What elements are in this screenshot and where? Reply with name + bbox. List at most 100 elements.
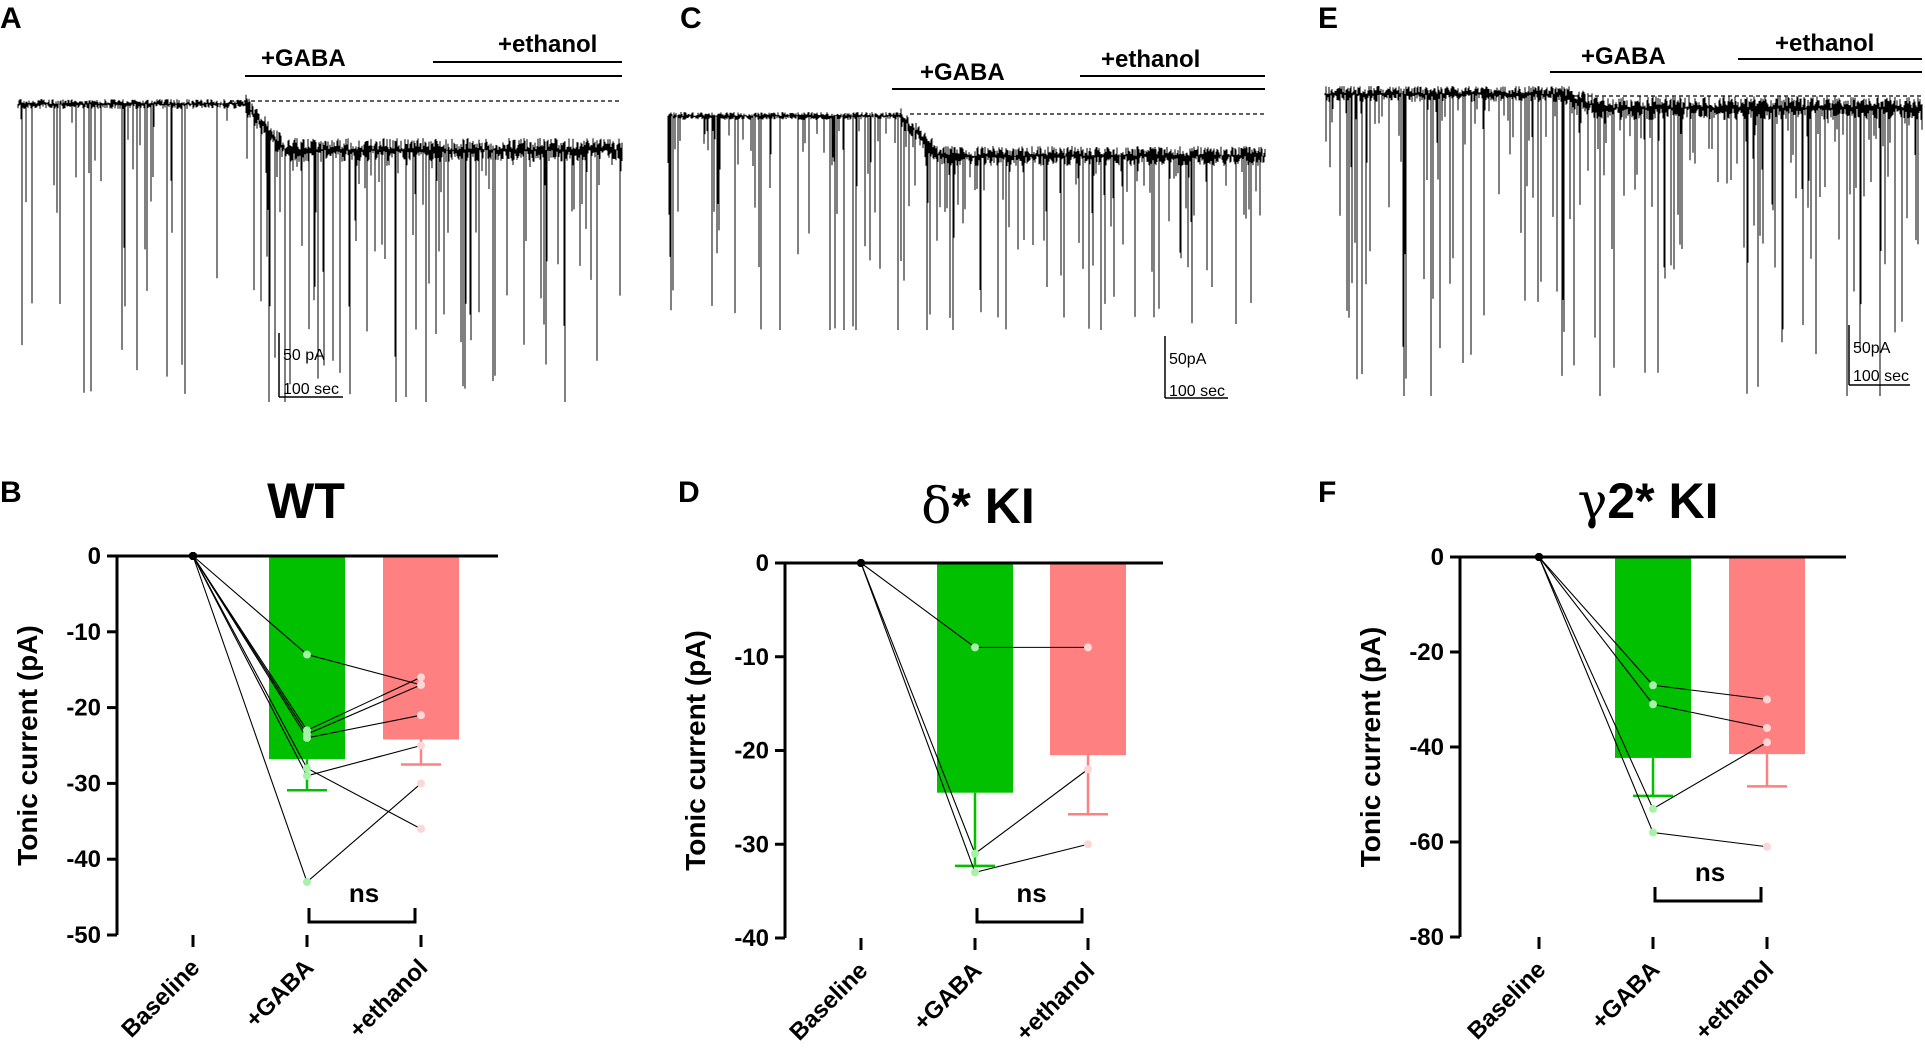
- point-ethanol-b: [417, 824, 425, 833]
- point-gaba-b: [303, 650, 311, 659]
- y-tick-label-d: -10: [734, 644, 769, 671]
- y-tick-label-f: -20: [1409, 639, 1444, 666]
- y-tick-label-b: -40: [66, 846, 101, 873]
- x-category-label-b: +GABA: [240, 954, 319, 1033]
- significance-bracket-d: [975, 908, 1084, 924]
- chart-title-d: δ* KI: [921, 477, 1034, 535]
- y-tick-label-d: -40: [734, 925, 769, 952]
- point-gaba-d: [971, 849, 979, 858]
- trace-path: [1324, 86, 1923, 396]
- point-gaba-f: [1649, 681, 1657, 690]
- point-gaba-f: [1649, 700, 1657, 709]
- chart-panel-b: B WT 0 -10 -20 -30 -40 -50 Tonic current (pA) B…: [0, 473, 498, 1044]
- point-ethanol-f: [1763, 738, 1771, 747]
- point-gaba-f: [1649, 828, 1657, 837]
- panel-letter-e: E: [1318, 2, 1338, 35]
- current-trace-e: [1324, 86, 1923, 396]
- panel-letter-d: D: [678, 476, 700, 509]
- bar-gaba-d: [937, 563, 1013, 793]
- chart-title-f: γ2* KI: [1577, 472, 1718, 530]
- scale-bar-a: 50 pA 100 sec: [278, 333, 343, 398]
- panel-letter-a: A: [0, 2, 22, 35]
- point-baseline-f: [1535, 553, 1543, 561]
- y-tick-label-d: -30: [734, 831, 769, 858]
- x-category-label-b: +ethanol: [344, 954, 433, 1043]
- point-baseline-b: [189, 552, 197, 560]
- y-tick-label-d: 0: [756, 550, 769, 577]
- point-ethanol-d: [1084, 765, 1092, 774]
- y-axis-label-f: Tonic current (pA): [1355, 627, 1386, 868]
- chart-panel-f: F γ2* KI 0 -20 -40 -60 -80 Tonic current (pA)…: [1318, 472, 1846, 1046]
- trace-panel-a: A +GABA +ethanol 50 pA 100 sec: [0, 2, 623, 402]
- point-ethanol-b: [417, 673, 425, 682]
- significance-label-b: ns: [349, 878, 379, 908]
- y-tick-label-b: -30: [66, 770, 101, 797]
- scale-time-e: 100 sec: [1853, 368, 1909, 385]
- panel-letter-b: B: [0, 476, 22, 509]
- trace-panel-e: E +GABA +ethanol 50pA 100 sec: [1318, 2, 1923, 396]
- y-axis-label-d: Tonic current (pA): [680, 630, 711, 871]
- point-ethanol-b: [417, 779, 425, 788]
- point-gaba-f: [1649, 804, 1657, 813]
- scale-time-a: 100 sec: [283, 381, 339, 398]
- gaba-label-e: +GABA: [1581, 43, 1666, 70]
- y-tick-label-d: -20: [734, 738, 769, 765]
- trace-path: [667, 108, 1266, 330]
- scale-time-c: 100 sec: [1169, 383, 1225, 400]
- significance-bracket-f: [1653, 887, 1763, 903]
- significance-label-d: ns: [1016, 878, 1046, 908]
- y-tick-label-b: 0: [88, 543, 101, 570]
- significance-label-f: ns: [1695, 857, 1725, 887]
- y-tick-label-b: -10: [66, 619, 101, 646]
- x-category-label-b: Baseline: [116, 954, 205, 1043]
- point-gaba-b: [303, 730, 311, 739]
- gaba-label-a: +GABA: [261, 45, 346, 72]
- bar-ethanol-f: [1729, 557, 1805, 755]
- point-ethanol-b: [417, 680, 425, 689]
- scale-bar-c: 50pA 100 sec: [1164, 336, 1228, 400]
- y-tick-label-f: -40: [1409, 734, 1444, 761]
- gaba-label-c: +GABA: [920, 59, 1005, 86]
- x-category-label-d: Baseline: [784, 957, 873, 1046]
- panel-letter-c: C: [680, 2, 702, 35]
- scale-current-e: 50pA: [1853, 340, 1891, 357]
- scale-bar-e: 50pA 100 sec: [1848, 325, 1910, 386]
- ethanol-label-e: +ethanol: [1775, 30, 1874, 57]
- point-ethanol-f: [1763, 842, 1771, 851]
- x-category-label-f: +GABA: [1586, 956, 1665, 1035]
- x-category-label-d: +ethanol: [1011, 957, 1100, 1046]
- y-tick-label-f: 0: [1431, 544, 1444, 571]
- bar-ethanol-d: [1050, 563, 1126, 756]
- point-gaba-d: [971, 643, 979, 652]
- chart-title-b: WT: [267, 473, 345, 529]
- point-ethanol-d: [1084, 840, 1092, 849]
- point-ethanol-f: [1763, 695, 1771, 704]
- point-ethanol-d: [1084, 643, 1092, 652]
- current-trace-c: [667, 108, 1266, 330]
- x-category-label-d: +GABA: [908, 957, 987, 1036]
- point-ethanol-b: [417, 741, 425, 750]
- point-gaba-b: [303, 764, 311, 773]
- panel-letter-f: F: [1318, 476, 1336, 509]
- y-tick-label-b: -20: [66, 695, 101, 722]
- point-baseline-d: [857, 559, 865, 567]
- y-tick-label-f: -80: [1409, 924, 1444, 951]
- x-category-label-f: Baseline: [1462, 956, 1551, 1045]
- point-ethanol-f: [1763, 724, 1771, 732]
- current-trace-a: [17, 94, 623, 402]
- significance-bracket-b: [307, 908, 417, 924]
- bar-gaba-f: [1615, 557, 1691, 758]
- y-tick-label-f: -60: [1409, 829, 1444, 856]
- ethanol-label-c: +ethanol: [1101, 46, 1200, 73]
- point-gaba-b: [303, 771, 311, 780]
- point-ethanol-b: [417, 711, 425, 720]
- y-tick-label-b: -50: [66, 922, 101, 949]
- trace-panel-c: C +GABA +ethanol 50pA 100 sec: [667, 2, 1266, 400]
- y-axis-label-b: Tonic current (pA): [12, 625, 43, 866]
- chart-panel-d: D δ* KI 0 -10 -20 -30 -40 Tonic current (pA) B…: [678, 476, 1163, 1047]
- scale-current-c: 50pA: [1169, 351, 1207, 368]
- x-category-label-f: +ethanol: [1690, 956, 1779, 1045]
- scale-current-a: 50 pA: [283, 347, 325, 364]
- point-gaba-b: [303, 877, 311, 886]
